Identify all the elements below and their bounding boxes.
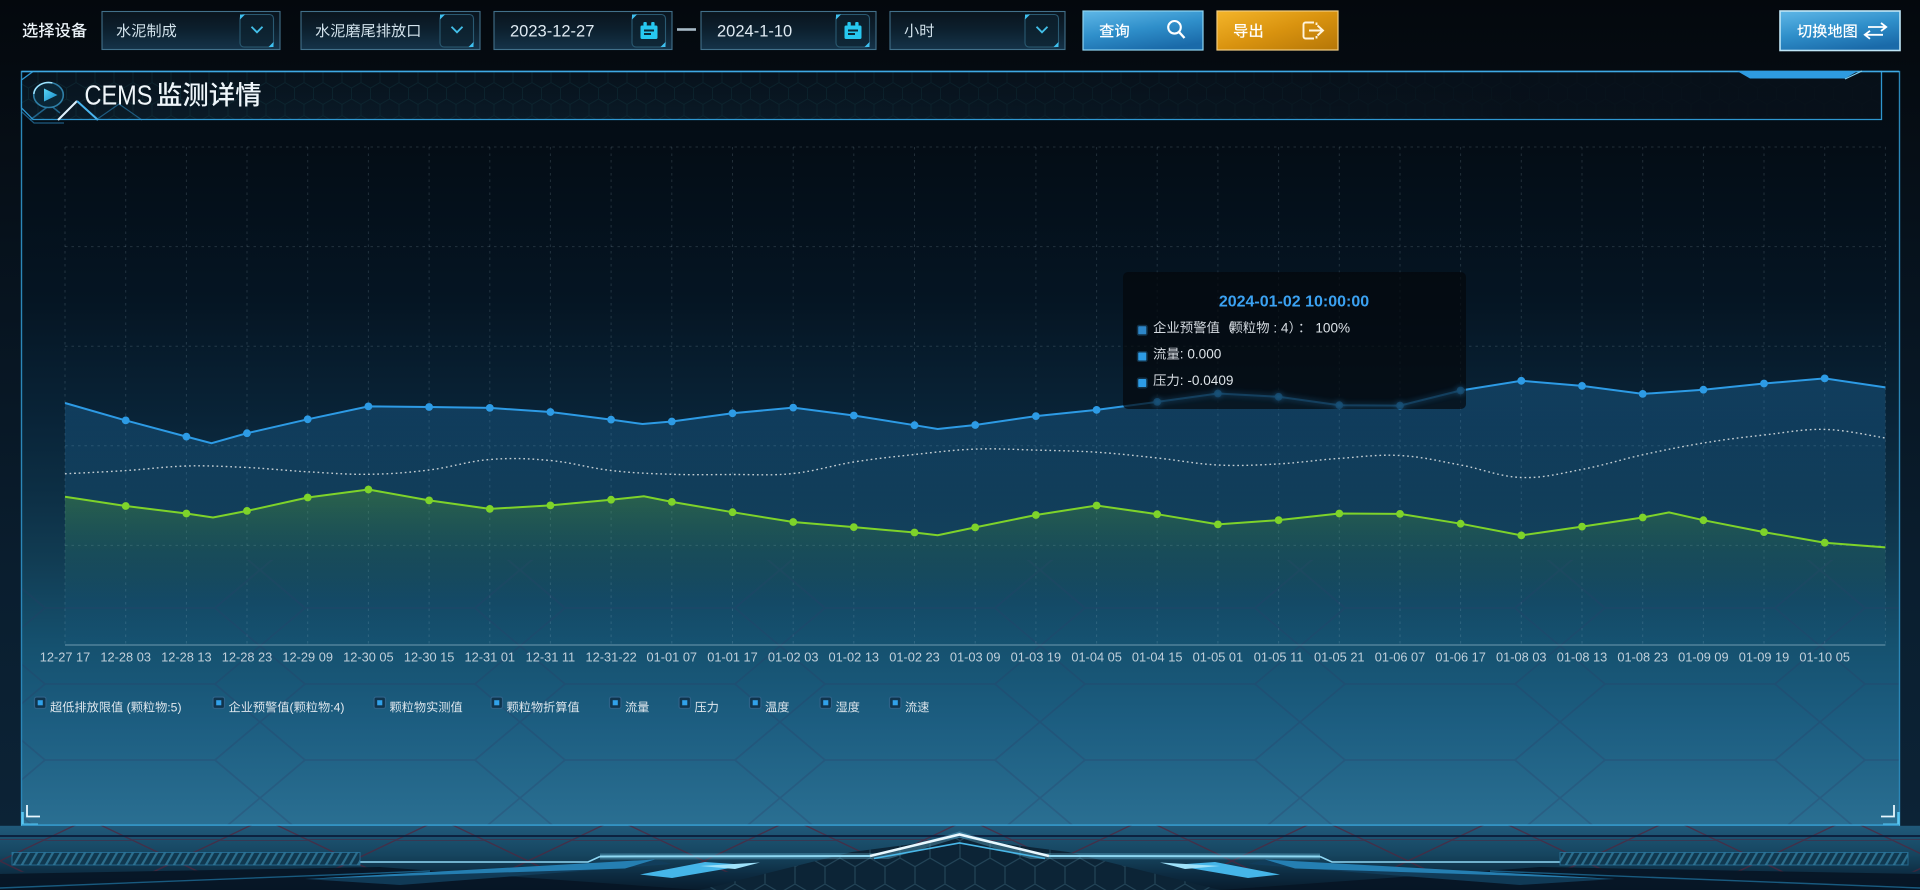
- svg-text:(: (: [290, 701, 294, 715]
- svg-text:01-06 17: 01-06 17: [1435, 650, 1486, 665]
- svg-text:01-04 15: 01-04 15: [1132, 650, 1183, 665]
- svg-text:2023-12-27: 2023-12-27: [510, 23, 594, 41]
- svg-text:01-08 23: 01-08 23: [1617, 650, 1668, 665]
- svg-text:01-06 07: 01-06 07: [1375, 650, 1426, 665]
- svg-text:01-01 07: 01-01 07: [647, 650, 698, 665]
- svg-text:2024-01-02 10:00:00: 2024-01-02 10:00:00: [1219, 294, 1369, 311]
- svg-text:CEMS: CEMS: [85, 81, 153, 111]
- svg-text:: -0.0409: : -0.0409: [1180, 373, 1234, 388]
- svg-text:01-08 13: 01-08 13: [1557, 650, 1608, 665]
- svg-text:01-02 13: 01-02 13: [829, 650, 880, 665]
- svg-text:2024-1-10: 2024-1-10: [717, 23, 792, 41]
- svg-text:01-05 21: 01-05 21: [1314, 650, 1365, 665]
- svg-text:01-01 17: 01-01 17: [707, 650, 758, 665]
- svg-text::5): :5): [167, 701, 181, 715]
- svg-text:12-28 03: 12-28 03: [100, 650, 151, 665]
- svg-text:01-10 05: 01-10 05: [1799, 650, 1850, 665]
- svg-text:12-30 05: 12-30 05: [343, 650, 394, 665]
- svg-text:01-04 05: 01-04 05: [1071, 650, 1122, 665]
- svg-text:01-09 09: 01-09 09: [1678, 650, 1729, 665]
- svg-text:01-08 03: 01-08 03: [1496, 650, 1547, 665]
- svg-text:: 0.000: : 0.000: [1180, 347, 1222, 362]
- svg-text:01-05 11: 01-05 11: [1254, 650, 1304, 665]
- svg-text:12-31 11: 12-31 11: [526, 650, 576, 665]
- svg-text:01-02 23: 01-02 23: [889, 650, 940, 665]
- svg-text:01-05 01: 01-05 01: [1193, 650, 1244, 665]
- svg-text:: 4: : 4: [1273, 320, 1289, 335]
- svg-text:12-31-22: 12-31-22: [585, 650, 636, 665]
- svg-text:01-03 19: 01-03 19: [1011, 650, 1062, 665]
- svg-text::4): :4): [330, 701, 344, 715]
- svg-text:01-09 19: 01-09 19: [1739, 650, 1790, 665]
- svg-text:12-27 17: 12-27 17: [40, 650, 91, 665]
- svg-text:100%: 100%: [1315, 320, 1350, 335]
- svg-text:12-28 13: 12-28 13: [161, 650, 212, 665]
- svg-text:12-29 09: 12-29 09: [282, 650, 333, 665]
- svg-text:(: (: [127, 701, 131, 715]
- svg-text:12-28 23: 12-28 23: [222, 650, 273, 665]
- svg-text:12-30 15: 12-30 15: [404, 650, 455, 665]
- svg-text:01-02 03: 01-02 03: [768, 650, 819, 665]
- svg-text:01-03 09: 01-03 09: [950, 650, 1001, 665]
- svg-text:12-31 01: 12-31 01: [465, 650, 516, 665]
